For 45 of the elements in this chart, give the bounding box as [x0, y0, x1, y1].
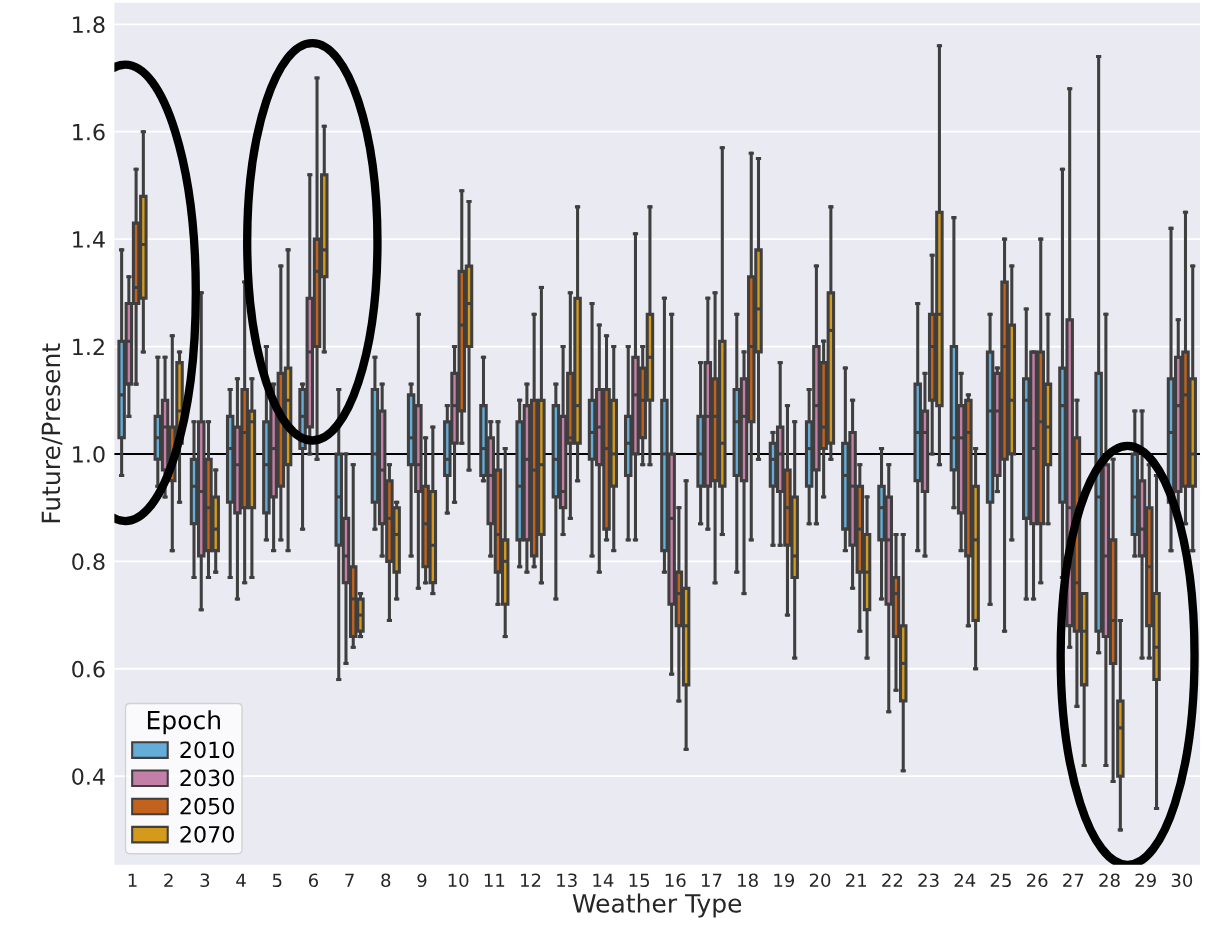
x-tick-label: 24 [954, 873, 976, 887]
x-tick-label: 23 [918, 873, 939, 888]
x-tick-label: 21 [846, 873, 867, 887]
x-tick-label: 22 [882, 873, 903, 887]
x-tick-label: 2 [164, 873, 173, 887]
y-tick-label: 1.6 [73, 123, 105, 141]
x-tick-label: 20 [809, 873, 831, 888]
legend-title: Epoch [147, 710, 220, 735]
x-tick-label: 3 [200, 873, 210, 888]
y-tick-label: 1.8 [73, 16, 105, 34]
y-tick-label: 1.2 [73, 338, 104, 355]
x-tick-label: 6 [308, 873, 319, 888]
x-tick-label: 26 [1026, 873, 1048, 888]
x-tick-label: 5 [272, 873, 282, 888]
x-tick-label: 7 [345, 873, 354, 887]
y-tick-label: 0.4 [72, 768, 105, 785]
x-tick-label: 30 [1171, 873, 1193, 888]
y-tick-label: 1.4 [73, 231, 105, 248]
legend-label: 2030 [180, 769, 234, 787]
x-tick-label: 17 [701, 873, 722, 887]
x-tick-label: 29 [1135, 873, 1156, 888]
x-tick-label: 18 [738, 873, 758, 888]
x-tick-label: 10 [448, 873, 469, 888]
x-tick-label: 28 [1099, 873, 1120, 888]
x-tick-label: 4 [236, 873, 246, 887]
legend-label: 2070 [180, 825, 234, 843]
x-tick-label: 13 [557, 873, 577, 888]
y-tick-label: 0.6 [72, 660, 105, 678]
x-tick-label: 8 [381, 873, 391, 888]
legend-label: 2050 [180, 797, 234, 815]
y-tick-label: 0.8 [72, 553, 105, 571]
x-axis-title: Weather Type [572, 893, 742, 918]
y-tick-label: 1.0 [73, 445, 105, 463]
x-tick-label: 9 [417, 873, 427, 888]
x-tick-label: 19 [774, 873, 795, 888]
x-tick-label: 25 [990, 873, 1011, 888]
y-axis-title: Future/Present [41, 343, 63, 523]
x-tick-label: 11 [484, 873, 505, 887]
x-tick-label: 1 [128, 873, 137, 887]
x-tick-label: 12 [521, 873, 541, 887]
x-tick-label: 14 [593, 873, 614, 887]
x-tick-label: 15 [629, 873, 649, 888]
x-tick-label: 27 [1063, 873, 1084, 887]
legend-label: 2010 [180, 741, 234, 759]
x-tick-label: 16 [665, 873, 686, 888]
